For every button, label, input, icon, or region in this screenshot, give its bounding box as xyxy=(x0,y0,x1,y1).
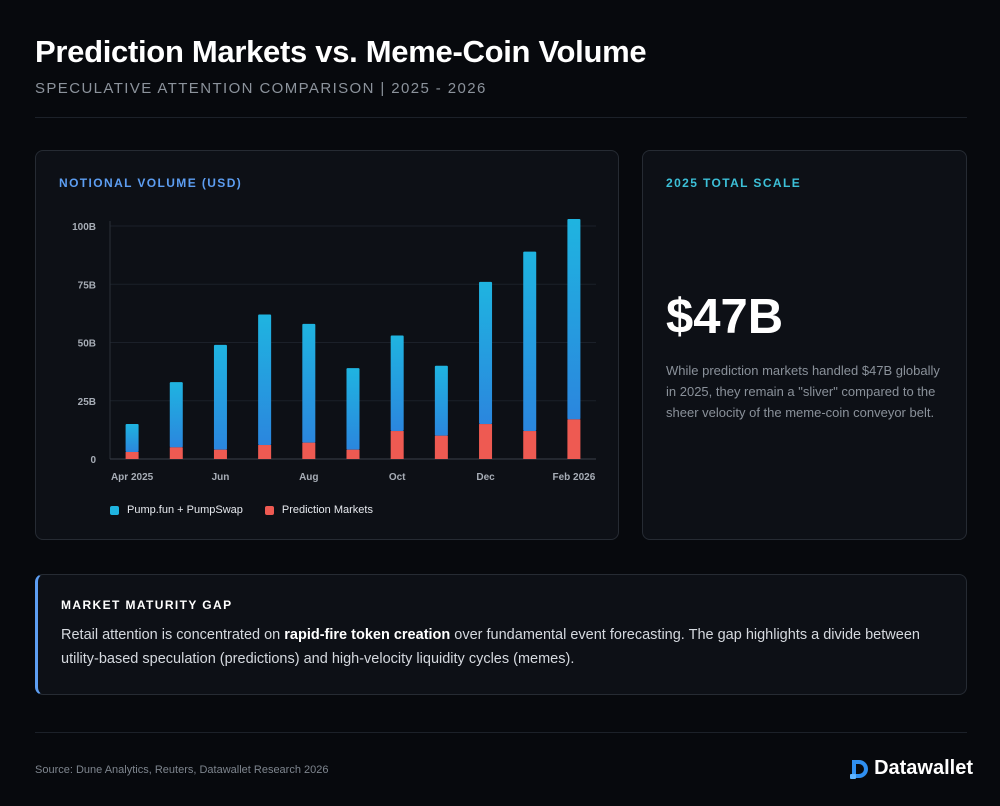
bar-pumpfun xyxy=(213,344,227,450)
bar-prediction-markets xyxy=(302,442,316,459)
volume-bar-chart: 0 25B 50B 75B 100B Apr 2025 Jun Aug Oct Dec Feb 20… xyxy=(72,219,596,483)
gap-text-bold: rapid-fire token creation xyxy=(284,627,451,643)
scale-value: $47B xyxy=(666,290,784,344)
bar-pumpfun xyxy=(125,424,139,453)
bar-pumpfun xyxy=(567,219,581,420)
scale-description: While prediction markets handled $47B gl… xyxy=(666,363,940,420)
bar-pumpfun xyxy=(346,368,360,450)
bar-pumpfun xyxy=(390,335,404,432)
bar-pumpfun xyxy=(302,323,316,443)
bar-pumpfun xyxy=(258,314,272,446)
scale-card-label: 2025 TOTAL SCALE xyxy=(666,176,802,190)
x-tick-label: Aug xyxy=(299,472,318,483)
bar-prediction-markets xyxy=(213,449,227,459)
legend-item-pumpfun: Pump.fun + PumpSwap xyxy=(110,504,243,516)
chart-legend: Pump.fun + PumpSwap Prediction Markets xyxy=(110,504,373,516)
brand: Datawallet xyxy=(850,757,973,780)
bar-prediction-markets xyxy=(169,447,183,459)
datawallet-logo-icon xyxy=(850,759,869,779)
bar-prediction-markets xyxy=(434,435,448,459)
chart-card: NOTIONAL VOLUME (USD) 0 25B 50B 75B 100B Apr … xyxy=(35,150,619,540)
x-tick-label: Feb 2026 xyxy=(553,472,596,483)
x-tick-label: Dec xyxy=(476,472,495,483)
y-tick-label: 25B xyxy=(78,397,96,408)
maturity-gap-text: Retail attention is concentrated on rapi… xyxy=(61,623,941,671)
maturity-gap-label: MARKET MATURITY GAP xyxy=(61,598,233,612)
scale-card: 2025 TOTAL SCALE $47B While prediction m… xyxy=(642,150,967,540)
header-divider xyxy=(35,117,967,118)
chart-card-label: NOTIONAL VOLUME (USD) xyxy=(59,176,243,190)
page-title: Prediction Markets vs. Meme-Coin Volume xyxy=(35,34,647,69)
page-subtitle: SPECULATIVE ATTENTION COMPARISON | 2025 … xyxy=(35,80,487,97)
maturity-gap-card: MARKET MATURITY GAP Retail attention is … xyxy=(35,574,967,695)
legend-label-prediction: Prediction Markets xyxy=(281,504,373,516)
y-tick-label: 50B xyxy=(78,339,96,350)
bar-prediction-markets xyxy=(258,445,272,459)
legend-item-prediction: Prediction Markets xyxy=(264,504,373,516)
y-tick-label: 100B xyxy=(72,222,96,233)
bar-prediction-markets xyxy=(390,431,404,459)
y-tick-label: 0 xyxy=(90,455,96,466)
bar-pumpfun xyxy=(434,365,448,436)
bar-prediction-markets xyxy=(346,449,360,459)
bar-prediction-markets xyxy=(479,424,493,459)
bar-prediction-markets xyxy=(567,419,581,459)
brand-name: Datawallet xyxy=(874,757,973,779)
y-tick-label: 75B xyxy=(78,280,96,291)
bar-pumpfun xyxy=(169,382,183,448)
gap-text-before: Retail attention is concentrated on xyxy=(61,627,285,643)
legend-label-pumpfun: Pump.fun + PumpSwap xyxy=(127,504,243,516)
source-note: Source: Dune Analytics, Reuters, Datawal… xyxy=(35,764,329,776)
x-tick-label: Apr 2025 xyxy=(111,472,154,483)
bar-prediction-markets xyxy=(523,431,537,459)
x-tick-label: Oct xyxy=(389,472,406,483)
bar-pumpfun xyxy=(479,281,493,425)
legend-swatch-prediction xyxy=(264,505,274,515)
legend-swatch-pumpfun xyxy=(110,505,119,515)
x-tick-label: Jun xyxy=(212,472,230,483)
gap-text-after: over fundamental event forecasting. The … xyxy=(61,627,920,667)
footer-divider xyxy=(35,732,967,733)
bar-prediction-markets xyxy=(125,452,139,459)
bar-pumpfun xyxy=(523,251,537,432)
